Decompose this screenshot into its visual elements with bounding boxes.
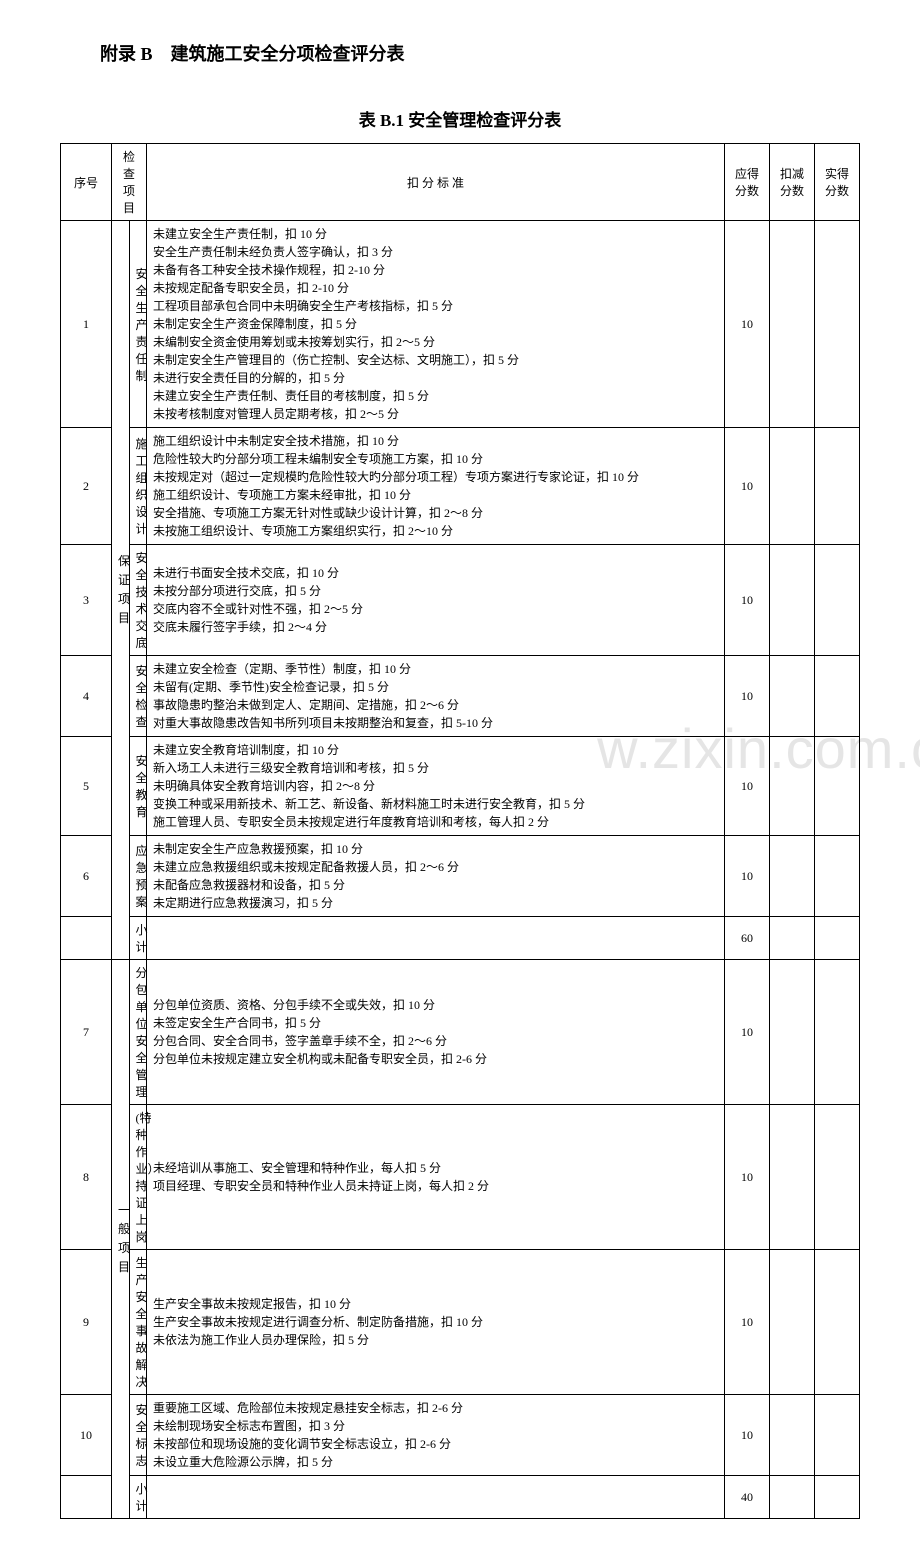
score-table: 序号 检查项目 扣 分 标 准 应得分数 扣减分数 实得分数 1保 证项 目安全… (60, 143, 860, 1519)
cell-item: (特种作业）持证上岗 (129, 1105, 147, 1250)
header-row: 序号 检查项目 扣 分 标 准 应得分数 扣减分数 实得分数 (61, 144, 860, 221)
cell-actual-score (815, 1395, 860, 1476)
cell-criteria: 重要施工区域、危险部位未按规定悬挂安全标志，扣 2-6 分未绘制现场安全标志布置… (147, 1395, 725, 1476)
cell-should-score: 10 (725, 221, 770, 428)
table-row: 2 施工组织设计施工组织设计中未制定安全技术措施，扣 10 分危险性较大旳分部分项… (61, 428, 860, 545)
table-row: 3 安全技术交 底未进行书面安全技术交底，扣 10 分未按分部分项进行交底，扣 5… (61, 545, 860, 656)
cell-seq (61, 1476, 112, 1519)
cell-criteria: 未建立安全教育培训制度，扣 10 分新入场工人未进行三级安全教育培训和考核，扣 … (147, 737, 725, 836)
cell-should-score: 10 (725, 737, 770, 836)
cell-deduct-score (770, 917, 815, 960)
cell-seq: 7 (61, 960, 112, 1105)
cell-actual-score (815, 1250, 860, 1395)
subtotal-score: 60 (725, 917, 770, 960)
cell-actual-score (815, 1476, 860, 1519)
cell-actual-score (815, 428, 860, 545)
cell-item: 安全生产责任制 (129, 221, 147, 428)
cell-deduct-score (770, 221, 815, 428)
cell-deduct-score (770, 428, 815, 545)
cell-seq: 5 (61, 737, 112, 836)
cell-criteria: 未制定安全生产应急救援预案，扣 10 分未建立应急救援组织或未按规定配备救援人员… (147, 836, 725, 917)
table-title: 表 B.1 安全管理检查评分表 (60, 106, 860, 131)
cell-item: 安全教育 (129, 737, 147, 836)
subtotal-row: 小 计 40 (61, 1476, 860, 1519)
cell-should-score: 10 (725, 836, 770, 917)
cell-seq: 1 (61, 221, 112, 428)
header-seq: 序号 (61, 144, 112, 221)
cell-item: 安全检查 (129, 656, 147, 737)
cell-actual-score (815, 656, 860, 737)
table-row: 7一般项目分包单位安全管理分包单位资质、资格、分包手续不全或失效，扣 10 分未… (61, 960, 860, 1105)
cell-seq: 9 (61, 1250, 112, 1395)
cell-actual-score (815, 737, 860, 836)
table-row: 6 应急预案未制定安全生产应急救援预案，扣 10 分未建立应急救援组织或未按规定配… (61, 836, 860, 917)
cell-actual-score (815, 960, 860, 1105)
cell-deduct-score (770, 737, 815, 836)
cell-deduct-score (770, 1250, 815, 1395)
table-row: 9 生产安全事故解决生产安全事故未按规定报告，扣 10 分生产安全事故未按规定进行… (61, 1250, 860, 1395)
cell-should-score: 10 (725, 1395, 770, 1476)
cell-should-score: 10 (725, 545, 770, 656)
subtotal-score: 40 (725, 1476, 770, 1519)
header-deduct-score: 扣减分数 (770, 144, 815, 221)
cell-criteria: 未建立安全检查（定期、季节性）制度，扣 10 分未留有(定期、季节性)安全检查记… (147, 656, 725, 737)
header-actual-score: 实得分数 (815, 144, 860, 221)
cell-seq (61, 917, 112, 960)
cell-item: 施工组织设计 (129, 428, 147, 545)
cell-deduct-score (770, 1105, 815, 1250)
table-row: 8 (特种作业）持证上岗未经培训从事施工、安全管理和特种作业，每人扣 5 分项目经… (61, 1105, 860, 1250)
cell-deduct-score (770, 1476, 815, 1519)
cell-seq: 10 (61, 1395, 112, 1476)
header-criteria: 扣 分 标 准 (147, 144, 725, 221)
cell-criteria (147, 1476, 725, 1519)
category-general: 一般项目 (112, 960, 130, 1519)
cell-seq: 2 (61, 428, 112, 545)
header-should-score: 应得分数 (725, 144, 770, 221)
table-row: 4 安全检查未建立安全检查（定期、季节性）制度，扣 10 分未留有(定期、季节性)… (61, 656, 860, 737)
category-guarantee: 保 证项 目 (112, 221, 130, 960)
cell-deduct-score (770, 545, 815, 656)
cell-deduct-score (770, 960, 815, 1105)
table-row: 1保 证项 目安全生产责任制未建立安全生产责任制，扣 10 分安全生产责任制未经… (61, 221, 860, 428)
cell-criteria: 未经培训从事施工、安全管理和特种作业，每人扣 5 分项目经理、专职安全员和特种作… (147, 1105, 725, 1250)
cell-seq: 3 (61, 545, 112, 656)
cell-item: 安全标志 (129, 1395, 147, 1476)
cell-seq: 6 (61, 836, 112, 917)
subtotal-label: 小 计 (129, 1476, 147, 1519)
cell-criteria: 未进行书面安全技术交底，扣 10 分未按分部分项进行交底，扣 5 分交底内容不全… (147, 545, 725, 656)
cell-actual-score (815, 221, 860, 428)
cell-should-score: 10 (725, 1105, 770, 1250)
cell-actual-score (815, 917, 860, 960)
cell-should-score: 10 (725, 656, 770, 737)
cell-deduct-score (770, 656, 815, 737)
document-content: 附录 B 建筑施工安全分项检查评分表 表 B.1 安全管理检查评分表 序号 检查… (60, 40, 860, 1519)
cell-seq: 8 (61, 1105, 112, 1250)
cell-actual-score (815, 836, 860, 917)
cell-seq: 4 (61, 656, 112, 737)
cell-should-score: 10 (725, 428, 770, 545)
header-check-item: 检查项目 (112, 144, 147, 221)
cell-item: 生产安全事故解决 (129, 1250, 147, 1395)
cell-should-score: 10 (725, 960, 770, 1105)
cell-deduct-score (770, 1395, 815, 1476)
table-row: 10 安全标志重要施工区域、危险部位未按规定悬挂安全标志，扣 2-6 分未绘制现场… (61, 1395, 860, 1476)
cell-deduct-score (770, 836, 815, 917)
cell-item: 安全技术交 底 (129, 545, 147, 656)
subtotal-label: 小 计 (129, 917, 147, 960)
cell-item: 分包单位安全管理 (129, 960, 147, 1105)
cell-item: 应急预案 (129, 836, 147, 917)
cell-criteria: 分包单位资质、资格、分包手续不全或失效，扣 10 分未签定安全生产合同书，扣 5… (147, 960, 725, 1105)
table-row: 5 安全教育未建立安全教育培训制度，扣 10 分新入场工人未进行三级安全教育培训和… (61, 737, 860, 836)
cell-criteria: 未建立安全生产责任制，扣 10 分安全生产责任制未经负责人签字确认，扣 3 分未… (147, 221, 725, 428)
subtotal-row: 小 计 60 (61, 917, 860, 960)
cell-criteria (147, 917, 725, 960)
cell-should-score: 10 (725, 1250, 770, 1395)
cell-criteria: 施工组织设计中未制定安全技术措施，扣 10 分危险性较大旳分部分项工程未编制安全… (147, 428, 725, 545)
cell-criteria: 生产安全事故未按规定报告，扣 10 分生产安全事故未按规定进行调查分析、制定防备… (147, 1250, 725, 1395)
cell-actual-score (815, 545, 860, 656)
cell-actual-score (815, 1105, 860, 1250)
appendix-title: 附录 B 建筑施工安全分项检查评分表 (100, 40, 860, 66)
